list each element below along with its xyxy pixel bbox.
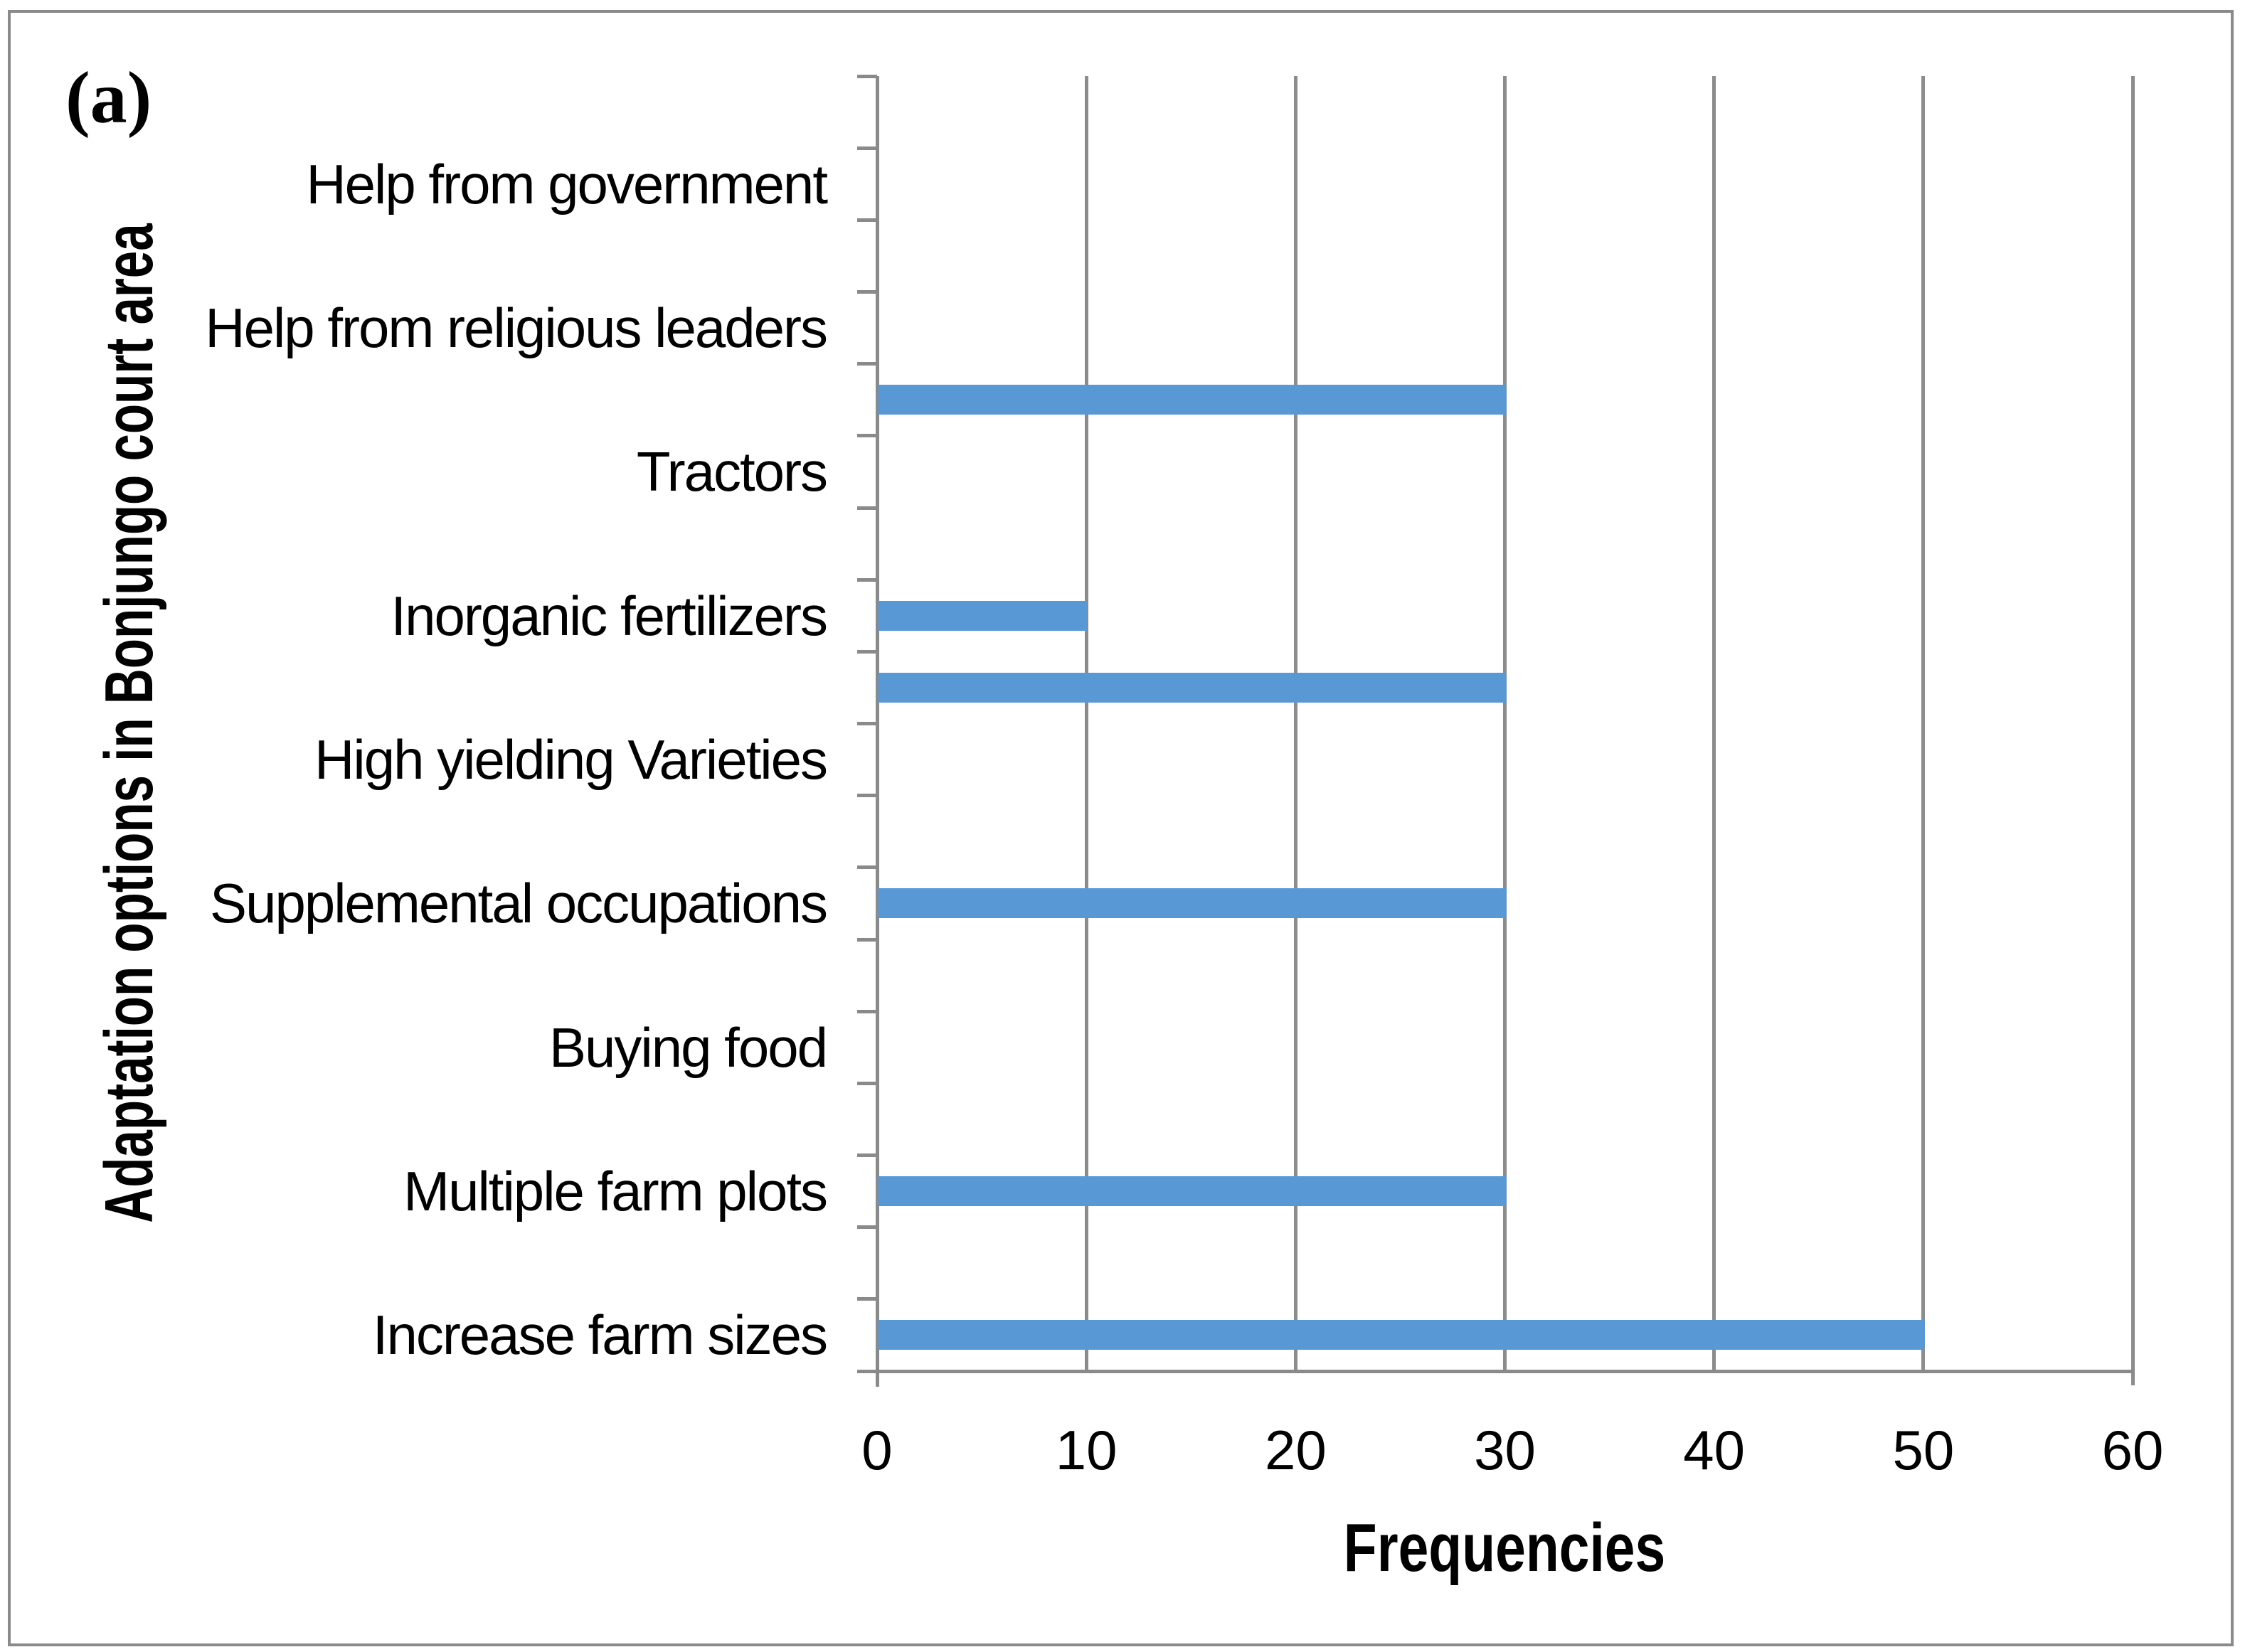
category-label-2: Help from religious leaders	[205, 297, 828, 360]
category-label-6: Supplemental occupations	[210, 872, 828, 935]
y-axis-tick	[857, 362, 877, 366]
gridline-x-30	[1503, 76, 1507, 1373]
category-label-3: Tractors	[636, 440, 828, 503]
y-axis-tick	[857, 722, 877, 725]
y-axis-tick	[857, 74, 877, 78]
category-label-4: Inorganic fertilizers	[391, 584, 828, 647]
x-tick-label-60: 60	[2101, 1419, 2164, 1481]
y-axis-tick	[857, 1153, 877, 1157]
y-axis-line	[875, 76, 879, 1387]
y-axis-tick	[857, 1009, 877, 1013]
y-axis-tick	[857, 577, 877, 582]
x-tick-label-0: 0	[861, 1419, 893, 1481]
gridline-x-50	[1921, 76, 1926, 1373]
x-axis-title: Frequencies	[1343, 1510, 1666, 1586]
category-label-9: Increase farm sizes	[372, 1304, 828, 1367]
y-axis-tick	[857, 1369, 877, 1373]
y-axis-tick	[857, 649, 877, 654]
y-axis-tick	[857, 1081, 877, 1085]
panel-label: (a)	[65, 57, 152, 139]
x-axis-line	[857, 1369, 2133, 1373]
gridline-x-10	[1084, 76, 1088, 1373]
bar-increase-farm-sizes	[879, 1320, 1925, 1350]
y-axis-tick	[857, 1297, 877, 1301]
x-tick-label-10: 10	[1055, 1419, 1118, 1481]
bar-supplemental-occupations	[879, 888, 1507, 919]
category-label-7: Buying food	[549, 1016, 828, 1079]
x-tick-label-20: 20	[1264, 1419, 1327, 1481]
y-axis-tick	[857, 146, 877, 150]
gridline-x-60	[2130, 76, 2135, 1385]
bar-help-from-religious-leaders	[879, 385, 1507, 415]
gridline-x-40	[1712, 76, 1716, 1373]
x-tick-label-30: 30	[1474, 1419, 1536, 1481]
x-tick-label-40: 40	[1683, 1419, 1746, 1481]
y-axis-tick	[857, 1225, 877, 1230]
y-axis-tick	[857, 434, 877, 438]
gridline-x-20	[1293, 76, 1297, 1373]
bar-inorganic-fertilizers	[879, 600, 1088, 631]
figure-border	[8, 10, 2234, 1646]
bar-inorganic-fertilizers	[879, 672, 1507, 703]
category-label-1: Help from government	[306, 152, 828, 215]
y-axis-tick	[857, 794, 877, 798]
y-axis-tick	[857, 506, 877, 510]
bar-multiple-farm-plots	[879, 1176, 1507, 1207]
y-axis-tick	[857, 290, 877, 294]
category-label-5: High yielding Varieties	[314, 728, 828, 792]
y-axis-tick	[857, 865, 877, 870]
category-label-8: Multiple farm plots	[403, 1160, 828, 1223]
y-axis-tick	[857, 218, 877, 222]
x-tick-label-50: 50	[1892, 1419, 1955, 1481]
y-axis-tick	[857, 937, 877, 942]
